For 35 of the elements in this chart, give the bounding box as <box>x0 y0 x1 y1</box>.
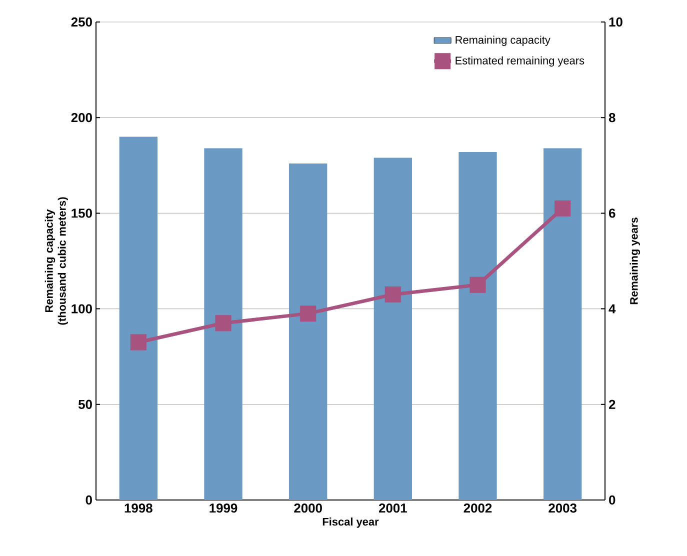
bar <box>119 136 158 500</box>
y2-tick-label: 0 <box>609 495 616 505</box>
y-tick-label: 100 <box>72 304 92 314</box>
y-tick-label: 0 <box>86 495 92 505</box>
point <box>300 306 316 322</box>
bar <box>374 158 412 500</box>
y-tick-label: 200 <box>71 113 92 122</box>
y-axis-title: Remaining capacity (thousand cubic meters) <box>44 197 68 325</box>
x-tick-label: 1998 <box>124 504 152 513</box>
y2-tick-label: 10 <box>609 17 622 27</box>
x-tick-label: 2001 <box>378 504 407 513</box>
legend-label: Estimated remaining years <box>456 56 584 67</box>
bar <box>204 148 242 500</box>
point <box>130 334 146 350</box>
y2-tick-label: 6 <box>608 208 616 218</box>
x-tick-label: 2002 <box>464 504 492 513</box>
y-tick-label: 50 <box>78 400 92 409</box>
point <box>215 315 232 332</box>
point <box>470 276 486 293</box>
y2-tick-label: 2 <box>608 400 616 409</box>
point <box>554 200 571 216</box>
legend-label: Remaining capacity <box>456 36 550 46</box>
x-axis-title: Fiscal year <box>322 518 379 528</box>
y2-axis-title: Remaining years <box>630 218 640 304</box>
y-tick-label: 150 <box>72 208 92 218</box>
y2-tick-label: 8 <box>608 113 616 122</box>
x-tick-label: 2000 <box>294 504 322 513</box>
point <box>384 286 401 302</box>
x-tick-label: 2003 <box>548 504 577 513</box>
y-tick-label: 250 <box>71 17 92 27</box>
bar <box>543 148 582 500</box>
bar <box>288 163 328 500</box>
bar <box>458 152 497 500</box>
x-tick-label: 1999 <box>210 504 238 513</box>
y2-tick-label: 4 <box>608 304 616 314</box>
